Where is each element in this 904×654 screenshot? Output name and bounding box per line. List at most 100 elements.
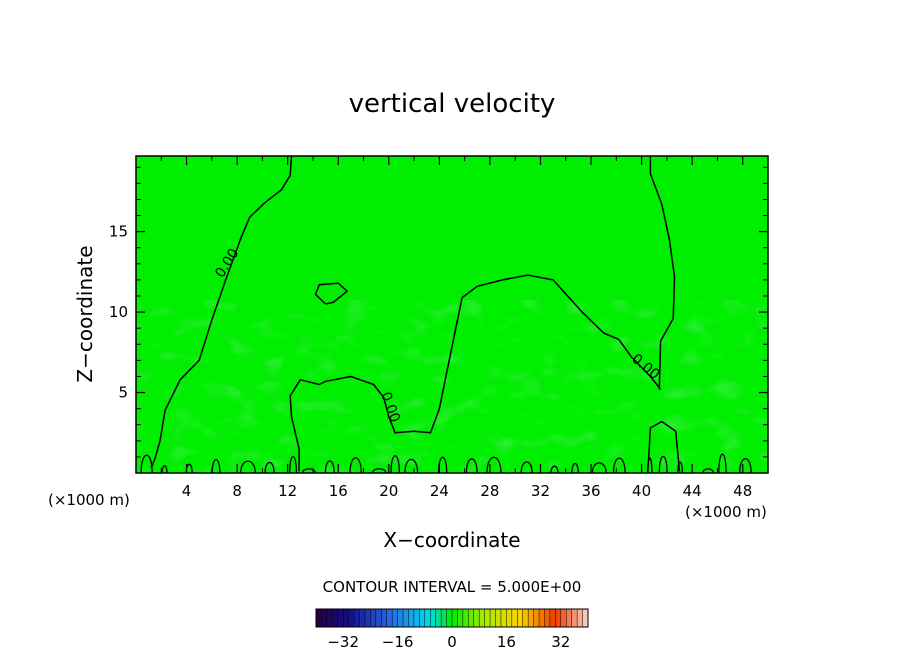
surface-contour — [520, 461, 533, 473]
colorbar-segment — [528, 609, 534, 627]
colorbar-segment — [386, 609, 393, 627]
colorbar-segment — [403, 609, 409, 627]
y-tick-label: 5 — [118, 384, 128, 402]
colorbar-segment — [321, 609, 328, 627]
colorbar-segment — [522, 609, 529, 627]
x-tick-label: 40 — [632, 482, 651, 500]
surface-contour — [349, 457, 362, 473]
colorbar-segment — [539, 609, 545, 627]
colorbar-segment — [419, 609, 426, 627]
colorbar-segment — [490, 609, 496, 627]
contour-lines — [140, 156, 752, 473]
colorbar-segment — [359, 609, 366, 627]
colorbar-segment — [566, 609, 572, 627]
colorbar-tick-label: 16 — [497, 633, 516, 651]
surface-contour — [404, 458, 419, 473]
colorbar-segment — [316, 609, 322, 627]
surface-contour — [264, 461, 275, 473]
x-tick-label: 8 — [232, 482, 242, 500]
colorbar-segment — [560, 609, 567, 627]
contour-line — [649, 156, 676, 390]
colorbar-title: CONTOUR INTERVAL = 5.000E+00 — [323, 578, 582, 596]
x-axis-label: X−coordinate — [383, 528, 520, 552]
contour-line — [150, 156, 293, 469]
surface-contour — [591, 462, 607, 473]
colorbar-frame — [315, 608, 589, 628]
surface-contour — [140, 454, 153, 473]
x-tick-label: 4 — [182, 482, 192, 500]
colorbar-segment — [446, 609, 453, 627]
colorbar-tick-label: 0 — [447, 633, 457, 651]
contour-line — [314, 282, 348, 305]
colorbar-segment — [397, 609, 404, 627]
colorbar-segment — [577, 609, 583, 627]
field-texture — [136, 300, 768, 473]
surface-contour — [324, 460, 335, 473]
surface-contour — [647, 457, 653, 473]
y-tick-label: 10 — [109, 303, 128, 321]
x-unit-label-left: (×1000 m) — [48, 491, 130, 509]
colorbar-segment — [337, 609, 344, 627]
surface-contour — [465, 458, 478, 473]
colorbar-segment — [441, 609, 447, 627]
x-tick-label: 16 — [329, 482, 348, 500]
colorbar-segment — [381, 609, 388, 627]
x-tick-label: 12 — [278, 482, 297, 500]
x-tick-label: 24 — [430, 482, 449, 500]
colorbar-segment — [582, 609, 589, 627]
colorbar-segment — [544, 609, 551, 627]
colorbar-segment — [517, 609, 524, 627]
colorbar-segment — [354, 609, 360, 627]
colorbar-segment — [468, 609, 475, 627]
colorbar-segment — [555, 609, 562, 627]
surface-contour — [739, 458, 752, 473]
colorbar-segment — [413, 609, 420, 627]
colorbar-ticks: −32 −16 0 16 32 — [327, 633, 570, 651]
chart-title: vertical velocity — [349, 89, 556, 119]
colorbar-segment — [473, 609, 480, 627]
x-tick-label: 48 — [733, 482, 752, 500]
colorbar-segment — [571, 609, 578, 627]
colorbar-segment — [533, 609, 540, 627]
colorbar-segment — [549, 609, 556, 627]
surface-contour — [571, 462, 579, 473]
x-tick-label: 36 — [581, 482, 600, 500]
y-axis-label: Z−coordinate — [73, 245, 97, 382]
plot-frame — [135, 155, 769, 474]
colorbar-segment — [392, 609, 398, 627]
colorbar-segment — [348, 609, 355, 627]
colorbar-tick-label: −32 — [327, 633, 359, 651]
colorbar-segment — [375, 609, 382, 627]
surface-contour — [718, 453, 727, 473]
colorbar-segment — [457, 609, 464, 627]
colorbar-segment — [479, 609, 485, 627]
colorbar-tick-label: −16 — [382, 633, 414, 651]
contour-line — [647, 420, 681, 472]
surface-contour — [677, 461, 683, 473]
colorbar-segment — [435, 609, 442, 627]
surface-contour — [702, 468, 715, 473]
colorbar-segment — [511, 609, 518, 627]
colorbar-segment — [364, 609, 371, 627]
colorbar — [315, 608, 589, 628]
plot-area: 0.000.000.00 — [135, 155, 769, 474]
contour-line — [289, 274, 662, 472]
colorbar-segment — [343, 609, 349, 627]
y-axis-ticks: 5 10 15 — [109, 166, 768, 458]
surface-contour — [390, 455, 401, 473]
x-axis-ticks: 4 8 12 16 20 24 28 32 36 40 44 48 — [160, 156, 752, 500]
colorbar-segment — [500, 609, 507, 627]
surface-contour — [486, 456, 502, 473]
x-tick-label: 44 — [683, 482, 702, 500]
colorbar-tick-label: 32 — [551, 633, 570, 651]
colorbar-segment — [495, 609, 502, 627]
x-tick-label: 28 — [480, 482, 499, 500]
surface-contour — [371, 468, 387, 473]
surface-contour — [301, 468, 316, 473]
colorbar-segment — [370, 609, 377, 627]
surface-contour — [612, 457, 626, 473]
colorbar-segment — [452, 609, 458, 627]
colorbar-segment — [506, 609, 513, 627]
surface-contour — [211, 459, 221, 473]
